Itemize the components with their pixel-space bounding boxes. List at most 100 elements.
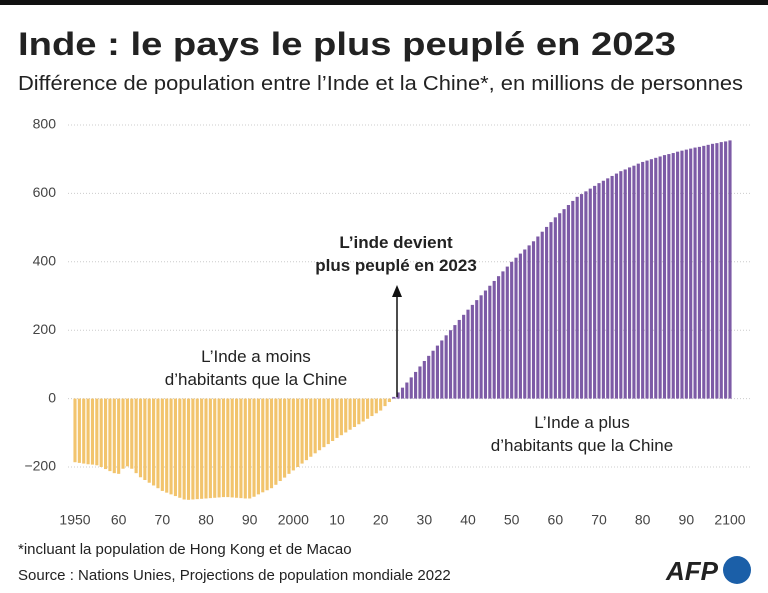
bar (221, 398, 226, 498)
bar (418, 366, 422, 399)
bar (121, 398, 125, 469)
bar (195, 398, 199, 500)
annotation: d’habitants que la Chine (491, 436, 673, 455)
bar (462, 314, 466, 399)
bar (396, 392, 400, 399)
bar (510, 261, 514, 399)
bar (483, 290, 488, 399)
bar (614, 173, 619, 399)
bar (606, 178, 610, 399)
bar (658, 156, 662, 399)
bar (562, 209, 566, 399)
bar (601, 180, 605, 399)
bar (204, 398, 208, 499)
bar (112, 398, 116, 474)
bar (370, 398, 374, 417)
x-tick-label: 70 (591, 512, 607, 528)
y-tick-label: 400 (33, 253, 57, 269)
bar (348, 398, 352, 430)
bar (536, 236, 540, 399)
bar (676, 151, 680, 399)
bar (147, 398, 151, 483)
bar (165, 398, 169, 493)
bar (558, 213, 562, 399)
bar (553, 217, 557, 399)
bar (117, 398, 121, 474)
bar (545, 226, 549, 399)
bar (269, 398, 274, 489)
bar (680, 150, 684, 399)
bar (689, 148, 693, 399)
bar (427, 355, 431, 399)
y-tick-label: 200 (33, 321, 57, 337)
annotation: L’inde devient (339, 233, 453, 252)
bar (234, 398, 239, 498)
bar (488, 285, 492, 399)
bar (317, 398, 322, 451)
bar (125, 398, 129, 467)
bar (296, 398, 300, 467)
bar (662, 155, 667, 399)
bar (475, 300, 479, 399)
bar (95, 398, 99, 466)
bar (365, 398, 370, 419)
bar (492, 280, 496, 399)
bar (466, 309, 470, 399)
x-tick-label: 60 (111, 512, 127, 528)
bar (252, 398, 256, 497)
bar (99, 398, 103, 467)
y-tick-label: 600 (33, 184, 57, 200)
bar (208, 398, 212, 499)
x-tick-label: 1950 (59, 512, 90, 528)
x-tick-label: 90 (679, 512, 695, 528)
bar (248, 398, 252, 499)
bar (571, 200, 575, 399)
bar (130, 398, 134, 469)
bar (440, 340, 444, 399)
bar (152, 398, 156, 486)
bar (715, 143, 719, 399)
x-tick-label: 80 (635, 512, 651, 528)
x-tick-label: 2000 (278, 512, 309, 528)
bar (108, 398, 112, 472)
bar (73, 398, 77, 463)
bar (173, 398, 178, 497)
bar (496, 276, 501, 399)
bar (283, 398, 287, 478)
x-tick-label: 10 (329, 512, 345, 528)
bar (291, 398, 295, 471)
bar (304, 398, 309, 461)
bar (383, 398, 387, 407)
bar (138, 398, 143, 478)
x-tick-label: 50 (504, 512, 520, 528)
bar (706, 144, 710, 399)
bar (86, 398, 90, 465)
bar (518, 253, 522, 399)
x-tick-label: 40 (460, 512, 476, 528)
bars (73, 140, 732, 500)
bar (387, 398, 391, 403)
bar (448, 330, 453, 399)
bar (191, 398, 195, 500)
bar (684, 149, 688, 399)
bar (409, 377, 413, 399)
bar (82, 398, 86, 464)
bar (719, 142, 723, 399)
bar (77, 398, 81, 463)
x-tick-label: 80 (198, 512, 214, 528)
source: Source : Nations Unies, Projections de p… (18, 567, 451, 584)
bar (400, 387, 405, 399)
logo-text: AFP (665, 556, 719, 586)
x-tick-label: 30 (417, 512, 433, 528)
bar (632, 165, 636, 399)
bar (693, 147, 697, 399)
bar (361, 398, 365, 422)
bar (160, 398, 164, 491)
bar (627, 167, 632, 399)
bar (527, 245, 531, 399)
bar (322, 398, 326, 448)
bar (265, 398, 269, 491)
bar (514, 257, 518, 399)
bar (671, 153, 675, 399)
